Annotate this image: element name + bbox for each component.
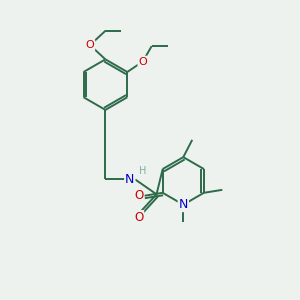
Text: O: O (138, 57, 147, 67)
Text: N: N (178, 198, 188, 211)
Text: O: O (85, 40, 94, 50)
Text: N: N (125, 173, 134, 186)
Text: O: O (134, 211, 143, 224)
Text: O: O (134, 189, 143, 202)
Text: H: H (139, 166, 146, 176)
